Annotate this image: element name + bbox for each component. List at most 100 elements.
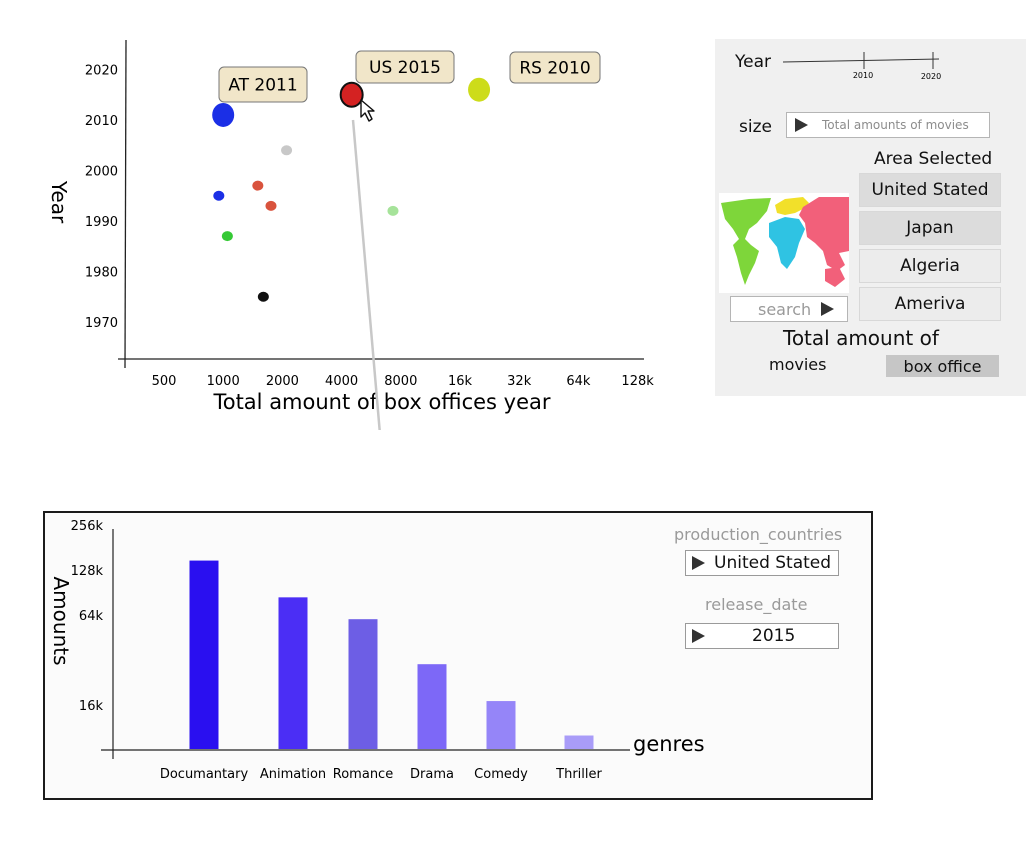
area-option-label: Ameriva [894,294,966,314]
map-region-asia[interactable] [799,197,849,271]
scatter-y-tick-2000: 2000 [85,165,118,180]
slider-tick-2010: 2010 [853,71,873,80]
bar-romance[interactable] [348,619,378,749]
size-label: size [739,117,772,137]
scatter-x-tick-8000: 8000 [384,374,417,389]
filter-date-value: 2015 [752,626,796,646]
filter-country-label: production_countries [674,525,843,544]
area-option-japan[interactable]: Japan [859,211,1001,245]
callout-label-us-2015: US 2015 [369,58,441,78]
search-input[interactable]: search [730,296,848,322]
bar-animation[interactable] [278,597,308,749]
scatter-xlabel: Total amount of box offices year [212,390,550,414]
area-option-ameriva[interactable]: Ameriva [859,287,1001,321]
scatter-x-tick-16k: 16k [448,374,473,389]
callout-label-rs-2010: RS 2010 [519,59,590,79]
scatter-y-ticks: 1970 1980 1990 2000 2010 2020 [85,64,118,332]
scatter-point-8[interactable] [221,231,233,242]
scatter-point-3[interactable] [281,145,293,156]
bar-y-tick-16k: 16k [79,699,104,714]
control-panel: Year 2010 2020 size Total amounts of mov… [715,39,1026,396]
bar-documantary[interactable] [189,560,219,749]
scatter-point-us-2015[interactable] [339,81,364,108]
area-option-label: Japan [906,218,954,238]
scatter-point-9[interactable] [257,291,269,302]
scatter-point-5[interactable] [213,190,225,201]
scatter-point-4[interactable] [252,180,264,191]
scatter-x-tick-128k: 128k [621,374,654,389]
scatter-point-6[interactable] [265,200,277,211]
scatter-y-tick-2020: 2020 [85,64,118,79]
size-dropdown-value: Total amounts of movies [822,118,969,132]
scatter-y-tick-1970: 1970 [85,316,118,331]
genre-detail-panel: 16k 64k 128k 256k Documantary Animation Roman… [43,511,873,800]
bar-x-tick-documantary: Documantary [160,767,249,782]
area-selected-title: Area Selected [874,149,993,169]
year-slider[interactable]: 2010 2020 [781,47,951,87]
search-submit-icon[interactable] [821,302,835,316]
scatter-chart: 1970 1980 1990 2000 2010 2020 500 1000 2000 4000… [47,39,655,430]
filter-country-value: United Stated [714,553,832,573]
filter-country-dropdown[interactable]: United Stated [685,550,839,576]
map-region-europe[interactable] [775,197,809,215]
dropdown-triangle-icon [692,629,705,643]
map-region-americas[interactable] [721,198,771,285]
area-option-label: United Stated [871,180,989,200]
total-amount-label: Total amount of [783,326,939,350]
bar-y-ticks: 16k 64k 128k 256k [71,519,104,714]
bar-x-tick-drama: Drama [410,767,454,782]
scatter-x-tick-4000: 4000 [325,374,358,389]
bar-comedy[interactable] [486,701,516,749]
scatter-x-tick-2000: 2000 [266,374,299,389]
scatter-y-tick-1990: 1990 [85,215,118,230]
bar-drama[interactable] [417,664,447,749]
scatter-x-tick-1000: 1000 [207,374,240,389]
dropdown-triangle-icon [692,556,705,570]
total-option-movies[interactable]: movies [769,355,827,374]
genre-bar-chart: 16k 64k 128k 256k Documantary Animation Roman… [49,519,705,782]
scatter-x-ticks: 500 1000 2000 4000 8000 16k 32k 64k 128k [152,374,655,389]
scatter-y-tick-1980: 1980 [85,266,118,281]
bar-y-tick-256k: 256k [71,519,104,534]
year-label: Year [735,52,771,72]
slider-tick-2020: 2020 [921,72,941,81]
scatter-x-tick-32k: 32k [507,374,532,389]
bar-y-tick-64k: 64k [79,609,104,624]
total-option-box-office-label: box office [903,356,982,376]
bar-x-tick-comedy: Comedy [474,767,528,782]
scatter-x-tick-500: 500 [152,374,177,389]
scatter-ylabel: Year [47,180,71,224]
drilldown-connector [351,119,381,430]
scatter-y-tick-2010: 2010 [85,114,118,129]
area-option-algeria[interactable]: Algeria [859,249,1001,283]
world-map[interactable] [719,193,849,293]
total-option-box-office[interactable]: box office [886,355,999,377]
size-dropdown[interactable]: Total amounts of movies [786,112,990,138]
area-option-united-stated[interactable]: United Stated [859,173,1001,207]
search-placeholder: search [758,299,812,319]
bar-ylabel: Amounts [49,576,73,665]
map-region-africa[interactable] [769,217,805,269]
area-option-label: Algeria [900,256,960,276]
scatter-x-tick-64k: 64k [566,374,591,389]
scatter-axes [118,39,644,369]
cursor-icon [360,99,375,122]
dropdown-triangle-icon [795,118,808,132]
scatter-point-7[interactable] [387,205,399,216]
filter-date-label: release_date [705,595,808,614]
bar-x-tick-romance: Romance [333,767,393,782]
bar-xlabel: genres [633,732,705,756]
scatter-point-at-2011[interactable] [212,102,235,127]
scatter-point-rs-2010[interactable] [468,77,491,102]
bar-thriller[interactable] [564,735,594,749]
filter-date-dropdown[interactable]: 2015 [685,623,839,649]
scatter-points [212,77,491,302]
scatter-callouts: AT 2011 US 2015 RS 2010 [218,50,601,103]
bar-x-tick-animation: Animation [260,767,326,782]
scatter-y-axis [124,39,127,369]
map-region-oceania[interactable] [825,267,845,287]
callout-box-at-2011 [218,66,308,103]
callout-box-us-2015 [355,50,455,84]
callout-box-rs-2010 [509,51,601,84]
callout-label-at-2011: AT 2011 [228,76,297,96]
